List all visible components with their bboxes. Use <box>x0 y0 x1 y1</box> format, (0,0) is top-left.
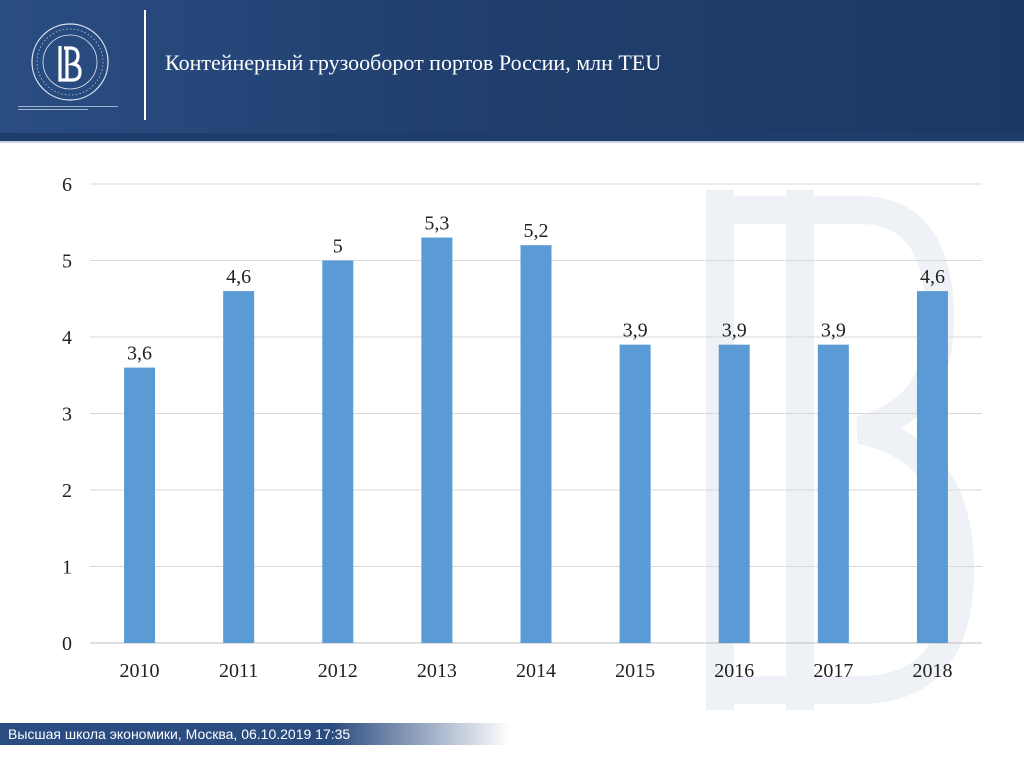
data-label: 5,3 <box>424 213 449 235</box>
x-tick-label: 2011 <box>219 660 258 682</box>
slide-title: Контейнерный грузооборот портов России, … <box>165 50 662 75</box>
footer-text: Высшая школа экономики, Москва, 06.10.20… <box>8 726 351 742</box>
data-label: 3,6 <box>127 343 152 365</box>
data-label: 3,9 <box>722 320 747 342</box>
x-tick-label: 2010 <box>120 660 160 682</box>
y-tick-label: 1 <box>62 557 72 579</box>
bar <box>718 344 750 643</box>
header-stripe <box>0 133 1024 141</box>
slide-footer: Высшая школа экономики, Москва, 06.10.20… <box>0 723 510 745</box>
y-tick-label: 0 <box>62 633 72 655</box>
x-tick-label: 2013 <box>417 660 457 682</box>
data-label: 3,9 <box>623 320 648 342</box>
bar <box>124 367 156 643</box>
x-tick-label: 2014 <box>516 660 556 682</box>
y-tick-label: 4 <box>62 327 72 349</box>
bar <box>520 245 552 643</box>
bar-chart: 0 1 2 3 4 5 6 3,6 2010 4,6 2011 5 2012 5,3 2013 5,2 2014… <box>62 174 982 682</box>
bar <box>223 291 255 643</box>
header-separator <box>144 10 146 120</box>
hse-logo-icon <box>31 23 109 101</box>
x-tick-label: 2015 <box>615 660 655 682</box>
x-tick-label: 2012 <box>318 660 358 682</box>
x-tick-label: 2018 <box>912 660 952 682</box>
y-tick-label: 5 <box>62 251 72 273</box>
bar <box>916 291 948 643</box>
y-tick-label: 2 <box>62 480 72 502</box>
data-label: 5 <box>333 236 343 258</box>
bar <box>619 344 651 643</box>
data-label: 4,6 <box>920 266 945 288</box>
data-label: 5,2 <box>524 220 549 242</box>
header-stripe-light <box>0 141 1024 143</box>
data-label: 4,6 <box>226 266 251 288</box>
bar <box>322 260 354 643</box>
bar <box>421 237 453 644</box>
x-tick-label: 2017 <box>813 660 853 682</box>
logo-caption <box>18 104 120 114</box>
slide-header: Контейнерный грузооборот портов России, … <box>0 0 1024 133</box>
x-tick-label: 2016 <box>714 660 754 682</box>
y-tick-label: 3 <box>62 404 72 426</box>
data-label: 3,9 <box>821 320 846 342</box>
y-tick-label: 6 <box>62 174 72 196</box>
bar <box>817 344 849 643</box>
